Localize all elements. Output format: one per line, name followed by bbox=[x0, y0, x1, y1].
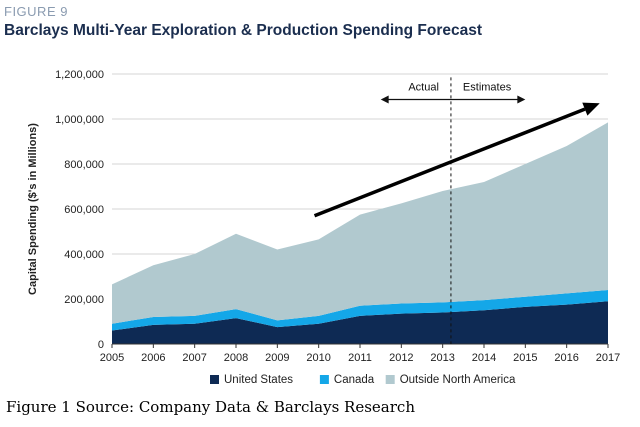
area-united-states bbox=[112, 301, 608, 344]
y-tick-label: 200,000 bbox=[64, 294, 104, 306]
x-tick-label: 2010 bbox=[306, 352, 330, 364]
legend-label: Outside North America bbox=[400, 374, 516, 386]
estimates-label: Estimates bbox=[463, 81, 512, 93]
y-tick-label: 800,000 bbox=[64, 159, 104, 171]
axes: 0 200,000 400,000 600,000 800,000 1,000,000 1,… bbox=[27, 69, 620, 364]
figure-caption: Figure 1 Source: Company Data & Barclays… bbox=[6, 398, 415, 416]
x-tick-label: 2007 bbox=[182, 352, 206, 364]
annotations: Actual Estimates bbox=[313, 77, 600, 344]
y-tick-label: 600,000 bbox=[64, 204, 104, 216]
legend-label: United States bbox=[224, 374, 293, 386]
x-tick-label: 2009 bbox=[265, 352, 289, 364]
y-tick-label: 1,200,000 bbox=[55, 69, 104, 81]
arrow-left-head bbox=[380, 95, 389, 104]
area-outside-north-america bbox=[112, 122, 608, 324]
x-tick-label: 2006 bbox=[141, 352, 165, 364]
x-tick-label: 2011 bbox=[348, 352, 372, 364]
arrow-right-head bbox=[517, 95, 526, 104]
legend-swatch bbox=[385, 375, 395, 384]
x-tick-label: 2014 bbox=[472, 352, 496, 364]
legend: United States Canada Outside North America bbox=[210, 374, 516, 386]
x-tick-label: 2017 bbox=[596, 352, 620, 364]
area-canada bbox=[112, 290, 608, 331]
y-axis-label: Capital Spending ($'s in Millions) bbox=[27, 123, 39, 295]
x-tick-label: 2015 bbox=[513, 352, 537, 364]
y-tick-label: 400,000 bbox=[64, 249, 104, 261]
trend-arrow-line bbox=[313, 107, 586, 218]
x-tick-label: 2008 bbox=[224, 352, 248, 364]
x-tick-label: 2013 bbox=[430, 352, 454, 364]
chart-title: Barclays Multi-Year Exploration & Produc… bbox=[4, 22, 483, 39]
x-tick-label: 2016 bbox=[554, 352, 578, 364]
x-tick-label: 2005 bbox=[100, 352, 124, 364]
stacked-areas bbox=[112, 122, 608, 344]
trend-arrow-head bbox=[582, 102, 600, 116]
legend-swatch bbox=[210, 375, 219, 384]
figure-label: FIGURE 9 bbox=[4, 4, 68, 19]
x-tick-label: 2012 bbox=[389, 352, 413, 364]
actual-label: Actual bbox=[408, 81, 439, 93]
legend-label: Canada bbox=[334, 374, 375, 386]
y-tick-label: 0 bbox=[98, 339, 104, 351]
y-tick-label: 1,000,000 bbox=[55, 114, 104, 126]
legend-swatch bbox=[319, 375, 329, 384]
